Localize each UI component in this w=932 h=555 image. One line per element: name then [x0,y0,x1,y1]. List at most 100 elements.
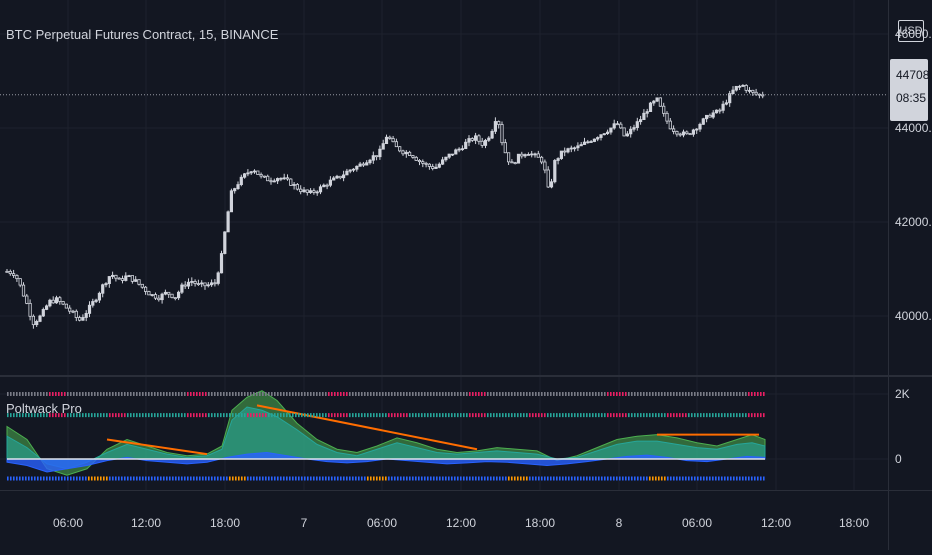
signal-dot [583,392,585,396]
signal-dot [700,413,702,418]
candle [391,135,395,143]
signal-dot [289,413,291,418]
signal-dot [13,413,15,418]
signal-dot [268,413,270,418]
candle-body [223,231,227,254]
candle [58,296,62,305]
time-tick-label: 7 [301,516,308,530]
signal-dot [724,392,726,396]
signal-dot [670,413,672,418]
signal-dot [406,476,408,481]
signal-dot [595,392,597,396]
candle-body [335,175,339,179]
signal-dot [82,476,84,481]
currency-badge[interactable]: USD [898,20,924,42]
signal-dot [667,476,669,481]
signal-dot [568,413,570,418]
signal-dot [130,476,132,481]
candle [186,278,191,289]
candle-body [510,161,514,164]
indicator-trend-line [106,438,208,456]
candle-body [401,150,405,155]
signal-dot [745,392,747,396]
signal-dot [643,413,645,418]
candle-body [526,154,531,156]
signal-dot [220,476,222,481]
candle [368,158,372,165]
signal-dot [727,476,729,481]
signal-dot [661,392,663,396]
candle-body [582,141,587,145]
signal-dot [412,392,414,396]
candle-body [107,276,111,284]
candle-body [573,147,577,150]
candle-body [71,310,75,313]
signal-dot [448,413,450,418]
signal-dot [82,392,84,396]
candle-body [705,114,709,120]
candle-body [318,186,323,193]
signal-dot [535,476,537,481]
signal-dot [556,476,558,481]
candle [606,129,610,135]
candle [71,309,75,314]
signal-dot [631,392,633,396]
signal-dot [85,392,87,396]
candle [632,124,636,132]
signal-dot [640,413,642,418]
signal-dot [304,476,306,481]
signal-dot [367,413,369,418]
signal-dot [556,392,558,396]
signal-dot [400,476,402,481]
signal-dot [193,476,195,481]
candle [236,181,240,190]
candle [460,145,465,151]
signal-dot [742,413,744,418]
candle-body [384,136,389,145]
signal-dot [553,476,555,481]
candle-body [371,155,375,161]
candle [553,159,557,184]
signal-dot [391,413,393,418]
indicator-pane[interactable] [6,390,766,481]
candle [586,139,590,144]
signal-dot [220,392,222,396]
signal-dot [97,413,99,418]
signal-dot [520,392,522,396]
signal-dot [151,413,153,418]
candle-body [655,97,659,102]
candle-body [424,162,428,165]
signal-dot [280,476,282,481]
candle-body [308,190,313,193]
signal-dot [502,413,504,418]
candle-body [454,149,458,155]
signal-dot [223,392,225,396]
signal-dot [487,392,489,396]
candle [513,161,517,165]
indicator-title[interactable]: Poltwack Pro [6,401,82,416]
signal-dot [67,476,69,481]
signal-dot [751,413,753,418]
signal-dot [247,413,249,418]
signal-dot [331,392,333,396]
signal-dot [262,413,264,418]
signal-dot [22,392,24,396]
signal-dot [430,476,432,481]
signal-dot [730,476,732,481]
candle [365,160,369,166]
price-pane[interactable] [0,84,888,329]
signal-dot [442,476,444,481]
signal-dot [304,392,306,396]
signal-dot [325,392,327,396]
signal-dot [571,392,573,396]
signal-dot [397,476,399,481]
signal-dot [124,476,126,481]
candle-body [411,155,415,158]
signal-dot [727,392,729,396]
candle [91,298,95,308]
time-tick-label: 06:00 [367,516,397,530]
candle-body [473,135,478,141]
candle-body [536,153,540,158]
signal-dot [565,476,567,481]
